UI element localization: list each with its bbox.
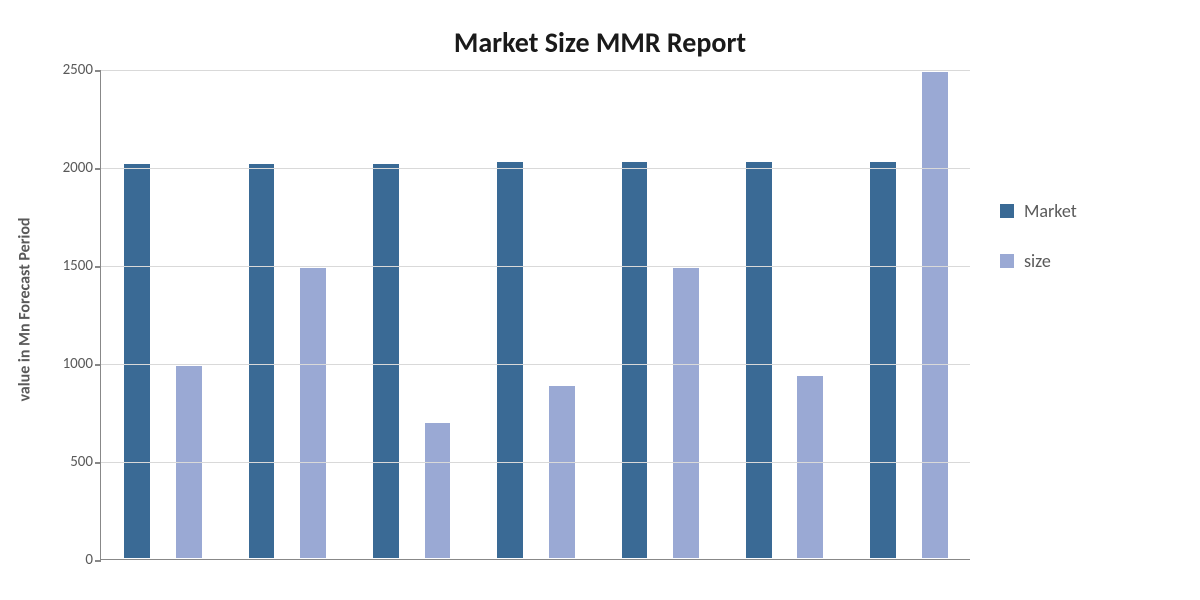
bar-size xyxy=(672,267,700,559)
y-tick-label: 0 xyxy=(85,551,101,569)
bar-size xyxy=(921,71,949,559)
chart-title: Market Size MMR Report xyxy=(454,25,746,60)
bar-group xyxy=(474,70,598,559)
gridline xyxy=(101,168,970,169)
bar-market xyxy=(123,163,151,559)
y-tick-label: 1500 xyxy=(63,257,101,275)
chart-container: Market Size MMR Report value in Mn Forec… xyxy=(0,0,1200,600)
bar-market xyxy=(248,163,276,559)
bar-group xyxy=(847,70,971,559)
bar-market xyxy=(372,163,400,559)
legend-swatch xyxy=(1000,204,1014,218)
legend: Market size xyxy=(1000,200,1160,300)
y-tick-label: 1000 xyxy=(63,355,101,373)
gridline xyxy=(101,70,970,71)
bar-group xyxy=(598,70,722,559)
bar-group xyxy=(225,70,349,559)
bar-market xyxy=(745,161,773,559)
bar-size xyxy=(796,375,824,559)
legend-label: size xyxy=(1024,250,1051,272)
bar-size xyxy=(424,422,452,559)
bar-group xyxy=(722,70,846,559)
legend-swatch xyxy=(1000,254,1014,268)
legend-item: size xyxy=(1000,250,1160,272)
bar-group xyxy=(101,70,225,559)
y-tick-label: 2000 xyxy=(63,159,101,177)
y-tick-label: 2500 xyxy=(63,61,101,79)
plot-area: 05001000150020002500 xyxy=(100,70,970,560)
legend-label: Market xyxy=(1024,200,1077,222)
bar-size xyxy=(548,385,576,559)
bar-market xyxy=(621,161,649,559)
bar-market xyxy=(496,161,524,559)
y-axis-label: value in Mn Forecast Period xyxy=(16,217,35,401)
bar-size xyxy=(299,267,327,559)
legend-item: Market xyxy=(1000,200,1160,222)
bar-group xyxy=(350,70,474,559)
gridline xyxy=(101,462,970,463)
bar-market xyxy=(869,161,897,559)
bars-layer xyxy=(101,70,970,559)
gridline xyxy=(101,266,970,267)
y-tick-label: 500 xyxy=(70,453,101,471)
gridline xyxy=(101,364,970,365)
